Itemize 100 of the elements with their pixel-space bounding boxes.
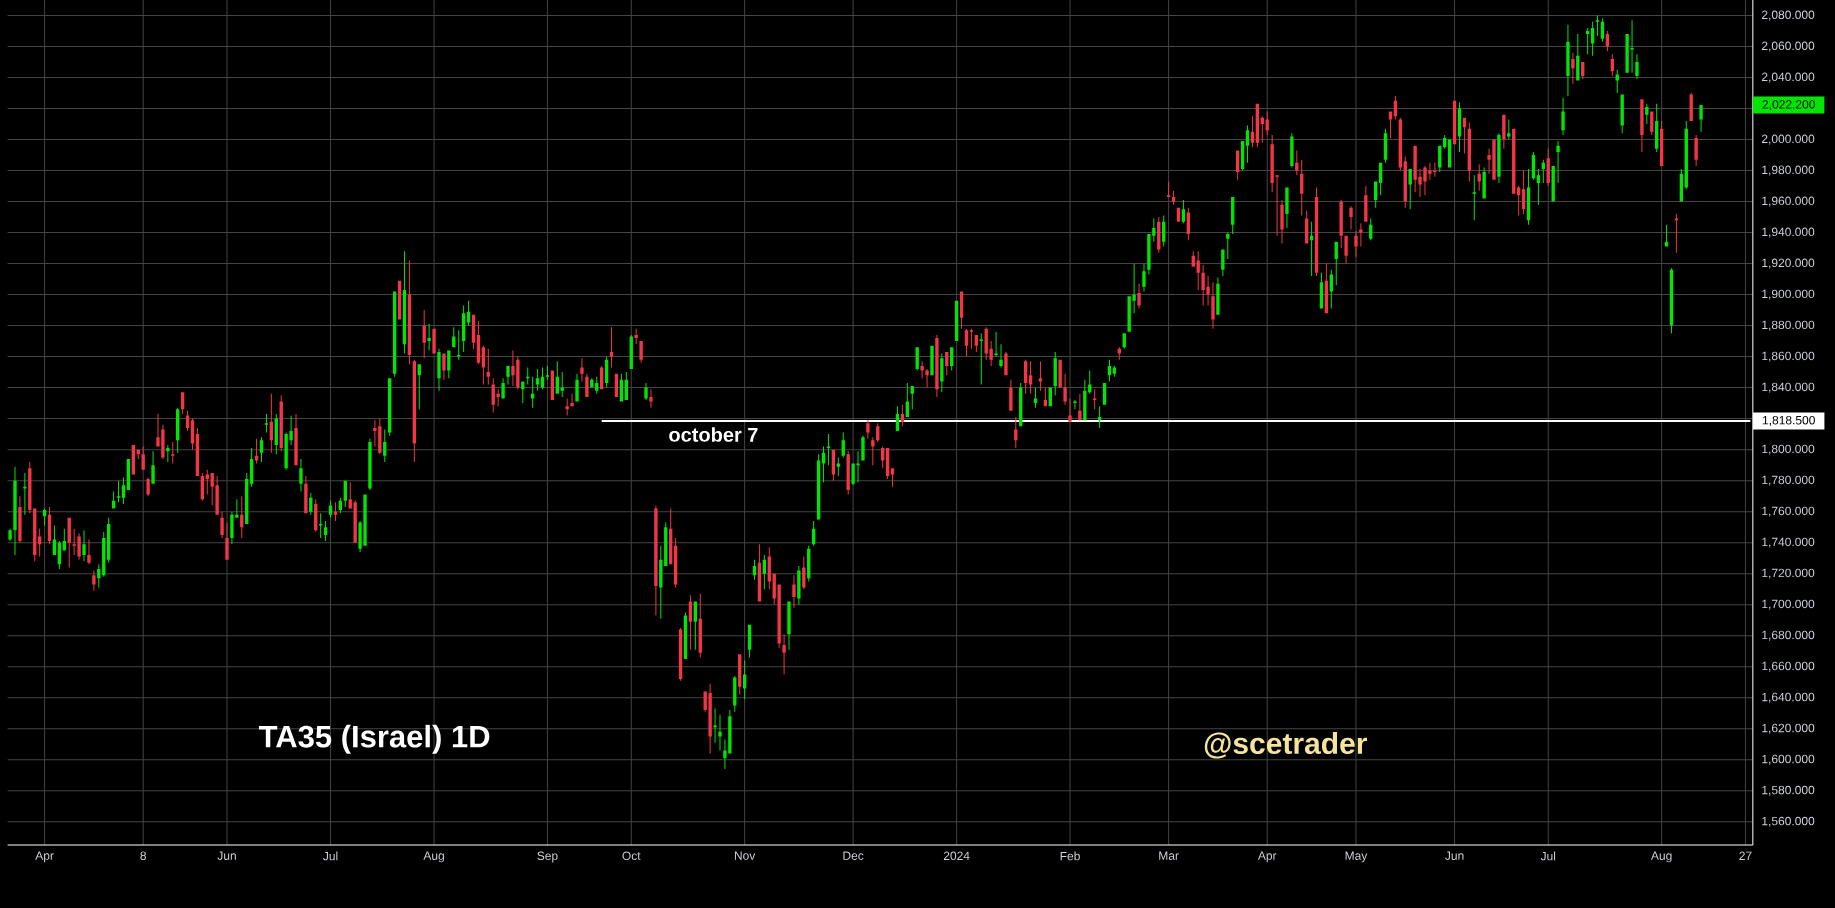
candlestick <box>225 522 229 560</box>
candlestick <box>654 505 658 616</box>
candlestick <box>318 513 323 538</box>
candlestick <box>861 435 865 461</box>
y-tick-label: 1,920.000 <box>1762 258 1815 269</box>
y-tick-label: 1,660.000 <box>1762 661 1815 672</box>
candlestick <box>151 451 155 484</box>
candlestick <box>1497 133 1501 183</box>
candlestick <box>575 373 579 402</box>
y-tick-label: 1,640.000 <box>1762 692 1815 703</box>
candlestick <box>925 369 929 388</box>
x-tick-label: Apr <box>35 851 54 863</box>
candlestick <box>708 683 712 754</box>
candlestick <box>437 348 441 391</box>
candlestick <box>501 378 505 399</box>
candlestick <box>171 441 175 464</box>
candlestick <box>545 365 550 380</box>
candlestick <box>846 451 850 495</box>
candlestick <box>1142 263 1146 292</box>
x-tick-label: Oct <box>622 851 641 861</box>
candlestick <box>1561 97 1565 135</box>
x-tick-label: May <box>1345 851 1368 863</box>
x-tick-label: Aug <box>423 851 444 863</box>
candlestick <box>1571 52 1575 84</box>
candlestick <box>935 334 939 397</box>
x-tick-label: Sep <box>537 851 558 863</box>
x-tick-label: Mar <box>1159 851 1179 860</box>
y-tick-label: 2,060.000 <box>1761 41 1815 52</box>
candlestick <box>447 350 451 379</box>
candlestick <box>1038 361 1043 391</box>
x-tick-label: Feb <box>1060 851 1080 861</box>
candlestick <box>1078 393 1082 421</box>
candlestick <box>920 361 924 379</box>
candlestick <box>1674 213 1679 253</box>
x-tick-label: Jul <box>323 851 338 861</box>
y-tick-label: 1,600.000 <box>1762 754 1815 765</box>
candlestick <box>797 565 801 605</box>
candlestick <box>713 708 717 743</box>
y-tick-label: 1,780.000 <box>1762 475 1815 486</box>
candlestick <box>1137 283 1141 309</box>
candlestick <box>1063 373 1067 405</box>
candlestick <box>146 477 150 497</box>
y-tick-label: 1,680.000 <box>1762 630 1815 641</box>
y-tick-label: 1,960.000 <box>1762 196 1815 207</box>
y-tick-label: 2,022.200 <box>1762 100 1815 111</box>
candlestick <box>826 434 831 466</box>
candlestick <box>1699 105 1703 132</box>
y-tick-label: 1,980.000 <box>1762 165 1815 176</box>
candlestick <box>526 367 530 385</box>
candlestick <box>1349 206 1353 230</box>
y-tick-label: 1,880.000 <box>1762 320 1815 331</box>
x-tick-label: Jun <box>217 851 236 860</box>
x-tick-label: Jul <box>1540 851 1556 861</box>
candlestick <box>1058 359 1062 388</box>
candlestick <box>299 458 303 492</box>
text: TA35 (Israel) 1D <box>258 724 490 754</box>
x-tick-label: Nov <box>734 851 756 860</box>
candlestick <box>1068 398 1072 422</box>
y-tick-label: 2,040.000 <box>1761 72 1815 83</box>
candlestick <box>1166 181 1171 197</box>
candlestick <box>1359 223 1363 247</box>
candlestick <box>979 333 983 385</box>
candlestick <box>82 530 86 562</box>
x-tick-label: Jun <box>1445 851 1464 860</box>
candlestick <box>8 528 12 542</box>
candlestick <box>1344 235 1348 264</box>
candlestick <box>1502 114 1506 149</box>
candlestick <box>930 345 934 376</box>
candlestick <box>1551 165 1555 202</box>
x-tick-label: 2024 <box>943 851 970 861</box>
candlestick <box>1309 221 1314 276</box>
candlestick <box>427 324 431 351</box>
candlestick <box>1482 167 1486 199</box>
x-tick-label: 27 <box>1739 851 1752 860</box>
annotation: @scetrader <box>1204 732 1367 759</box>
candlestick <box>92 570 96 591</box>
y-tick-label: 1,760.000 <box>1762 506 1815 517</box>
candlestick <box>1290 133 1294 168</box>
candlestick <box>1004 351 1008 376</box>
candlestick <box>1093 389 1097 410</box>
y-tick-label: 1,840.000 <box>1762 382 1815 393</box>
candlestick <box>1566 24 1570 97</box>
candlestick <box>585 373 589 397</box>
series-label: october 7 <box>669 427 758 442</box>
candlestick <box>866 420 870 439</box>
candlestick <box>1280 200 1284 244</box>
y-tick-label: 1,740.000 <box>1762 537 1815 548</box>
x-tick-label: Aug <box>1650 851 1672 863</box>
candlestick <box>87 539 91 565</box>
candlestick <box>442 353 446 380</box>
y-tick-label: 1,720.000 <box>1762 568 1815 579</box>
x-tick-label: Dec <box>843 851 864 860</box>
candlestick <box>368 438 372 490</box>
candlestick <box>220 511 224 538</box>
candlestick <box>166 444 170 463</box>
candlestick <box>1635 54 1639 80</box>
candlestick <box>304 475 308 514</box>
y-tick-label: 1,900.000 <box>1762 289 1815 300</box>
candlestick <box>1364 186 1368 222</box>
candlestick <box>264 413 269 433</box>
